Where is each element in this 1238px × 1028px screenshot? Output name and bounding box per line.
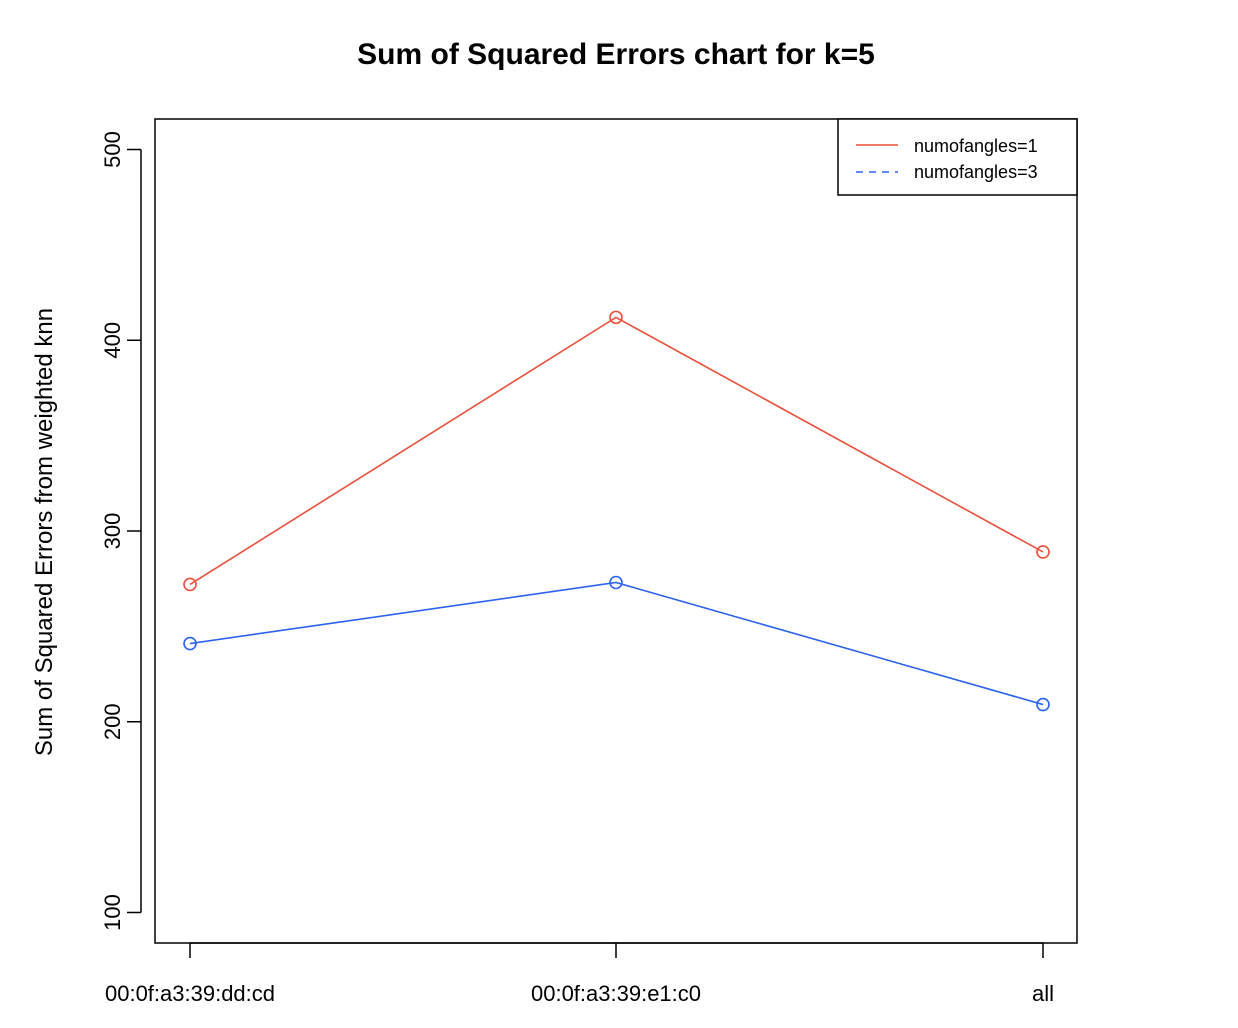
legend-label-numofangles-3: numofangles=3 bbox=[914, 162, 1038, 182]
data-point bbox=[1036, 545, 1050, 559]
x-tick-label: all bbox=[1032, 981, 1054, 1006]
data-point bbox=[609, 575, 623, 590]
legend: numofangles=1 numofangles=3 bbox=[837, 118, 1078, 196]
x-axis: 00:0f:a3:39:dd:cd 00:0f:a3:39:e1:c0 all bbox=[105, 942, 1054, 1006]
y-tick-label: 300 bbox=[100, 513, 125, 550]
series-line-1 bbox=[189, 316, 1044, 586]
series-line-2 bbox=[189, 581, 1044, 706]
data-point bbox=[1036, 697, 1050, 712]
series-layer bbox=[183, 310, 1050, 712]
x-tick-label: 00:0f:a3:39:dd:cd bbox=[105, 981, 275, 1006]
legend-box bbox=[837, 118, 1078, 196]
legend-label-numofangles-1: numofangles=1 bbox=[914, 136, 1038, 156]
x-tick-label: 00:0f:a3:39:e1:c0 bbox=[531, 981, 701, 1006]
y-axis-title: Sum of Squared Errors from weighted knn bbox=[31, 308, 58, 756]
y-axis: 100 200 300 400 500 bbox=[100, 131, 142, 931]
data-point bbox=[609, 310, 623, 325]
y-tick-label: 200 bbox=[100, 703, 125, 740]
data-point bbox=[183, 577, 197, 592]
y-tick-label: 500 bbox=[100, 131, 125, 168]
y-tick-label: 100 bbox=[100, 894, 125, 931]
plot-area-frame bbox=[154, 118, 1078, 944]
y-tick-label: 400 bbox=[100, 322, 125, 359]
data-point bbox=[183, 636, 197, 651]
chart-title: Sum of Squared Errors chart for k=5 bbox=[357, 38, 875, 71]
